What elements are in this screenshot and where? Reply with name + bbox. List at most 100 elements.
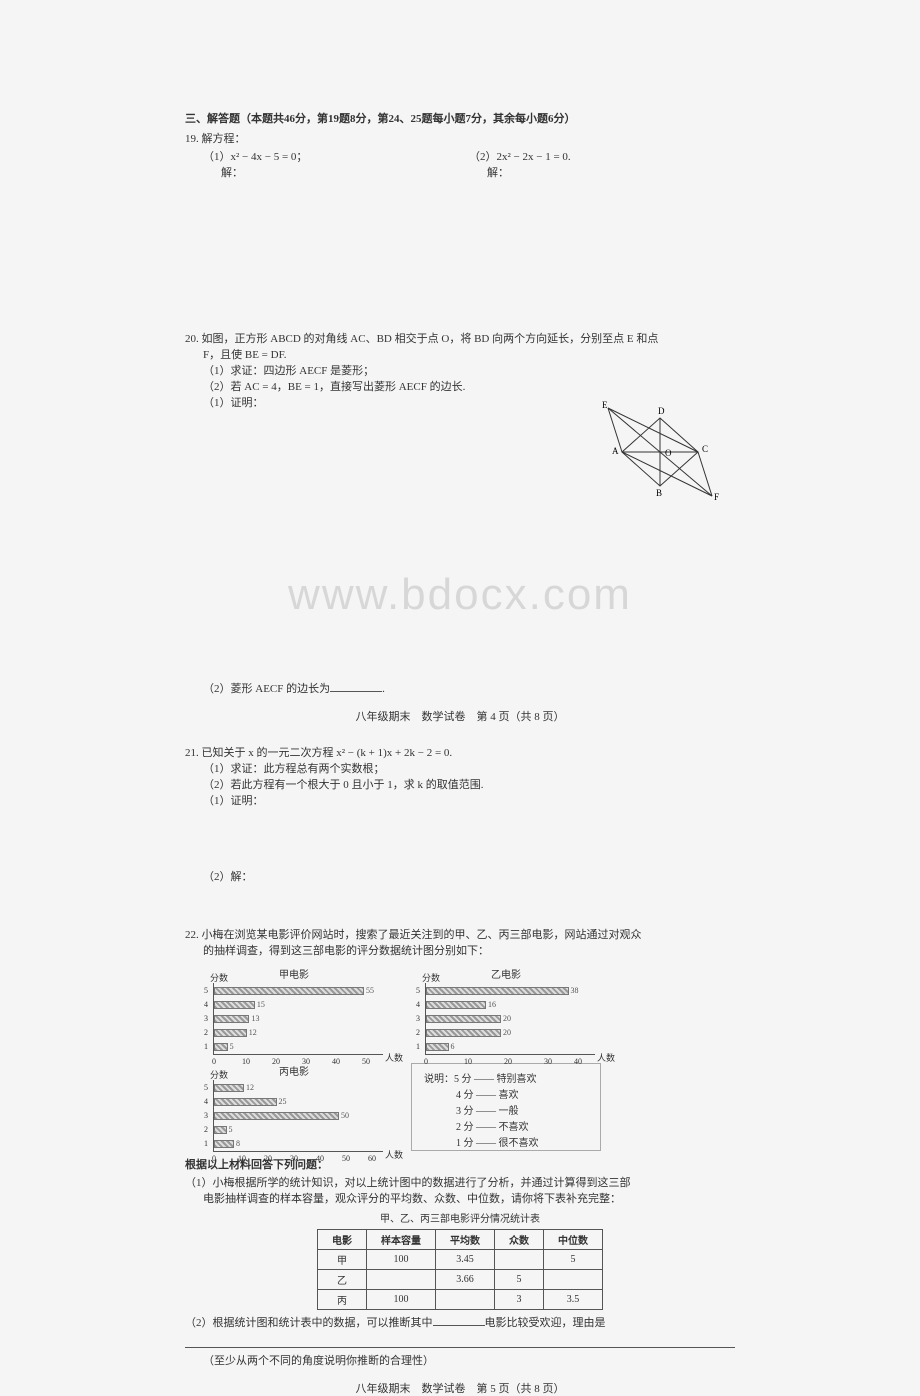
row-yi: 乙 3.66 5	[318, 1270, 603, 1290]
q19-part1: （1）x² − 4x − 5 = 0；	[203, 148, 469, 164]
table-caption: 甲、乙、丙三部电影评分情况统计表	[185, 1210, 735, 1225]
xb2: 20	[504, 1057, 512, 1066]
chart-c-ylabel: 分数	[210, 1068, 228, 1081]
row-jia: 甲 100 3.45 5	[318, 1250, 603, 1270]
bar-2	[426, 1029, 501, 1037]
th-4: 中位数	[544, 1230, 603, 1250]
legend-3: 3 分 —— 一般	[424, 1106, 519, 1117]
chart-a-xlabel: 人数	[385, 1051, 403, 1064]
svg-text:O: O	[665, 448, 672, 458]
xa4: 40	[332, 1057, 340, 1066]
barval-4: 16	[488, 1000, 496, 1009]
question-21: 21. 已知关于 x 的一元二次方程 x² − (k + 1)x + 2k − …	[185, 744, 735, 884]
ytick-5: 5	[416, 986, 420, 995]
q22-part2: （2）根据统计图和统计表中的数据，可以推断其中	[185, 1317, 433, 1329]
c00: 甲	[318, 1250, 367, 1270]
charts-row-2: 丙电影 分数 人数 0 10 20 30 40 50 60 1825350425…	[199, 1063, 735, 1152]
ytick-4: 4	[204, 1000, 208, 1009]
q20-answer2-row: （2）菱形 AECF 的边长为.	[185, 680, 735, 696]
ytick-5: 5	[204, 986, 208, 995]
bar-1	[214, 1043, 228, 1051]
legend-2: 2 分 —— 不喜欢	[424, 1122, 529, 1133]
q22-line2: 的抽样调查，得到这三部电影的评分数据统计图分别如下：	[185, 942, 735, 958]
svg-text:D: D	[658, 406, 665, 416]
q19-part2: （2）2x² − 2x − 1 = 0.	[469, 148, 735, 164]
xc1: 10	[238, 1154, 246, 1163]
barval-4: 25	[279, 1097, 287, 1106]
xc4: 40	[316, 1154, 324, 1163]
ytick-4: 4	[416, 1000, 420, 1009]
q20-figure: E D C O A B F	[585, 394, 735, 510]
q20-line2: F，且使 BE = DF.	[185, 346, 735, 362]
q21-proof: （1）证明：	[185, 792, 735, 808]
c13: 5	[495, 1270, 544, 1290]
xc3: 30	[290, 1154, 298, 1163]
c02: 3.45	[436, 1250, 495, 1270]
q20-proof: （1）证明：	[185, 394, 585, 410]
xa2: 20	[272, 1057, 280, 1066]
question-19: 19. 解方程： （1）x² − 4x − 5 = 0； 解： （2）2x² −…	[185, 130, 735, 180]
barval-5: 55	[366, 986, 374, 995]
question-20: 20. 如图，正方形 ABCD 的对角线 AC、BD 相交于点 O，将 BD 向…	[185, 330, 735, 510]
bar-3	[214, 1112, 339, 1120]
ytick-5: 5	[204, 1083, 208, 1092]
ytick-1: 1	[416, 1042, 420, 1051]
chart-c-xlabel: 人数	[385, 1148, 403, 1161]
svg-text:A: A	[612, 446, 619, 456]
chart-b-canvas: 分数 人数 0 10 20 30 40 16220320416538	[425, 983, 595, 1055]
xa3: 30	[302, 1057, 310, 1066]
blank-aecf	[330, 680, 382, 692]
q22-part1a: （1）小梅根据所学的统计知识，对以上统计图中的数据进行了分析，并通过计算得到这三…	[185, 1174, 735, 1190]
c20: 丙	[318, 1290, 367, 1310]
barval-3: 50	[341, 1111, 349, 1120]
xb3: 30	[544, 1057, 552, 1066]
ytick-3: 3	[204, 1014, 208, 1023]
th-0: 电影	[318, 1230, 367, 1250]
ytick-1: 1	[204, 1042, 208, 1051]
chart-b-ylabel: 分数	[422, 971, 440, 984]
chart-a-canvas: 分数 人数 0 10 20 30 40 50 15212313415555	[213, 983, 383, 1055]
svg-text:C: C	[702, 444, 708, 454]
c14	[544, 1270, 603, 1290]
bar-5	[214, 987, 364, 995]
legend-5: 5 分 —— 特别喜欢	[454, 1074, 537, 1085]
svg-text:E: E	[602, 400, 608, 410]
c11	[367, 1270, 436, 1290]
q20-part2: （2）若 AC = 4，BE = 1，直接写出菱形 AECF 的边长.	[185, 378, 735, 394]
barval-2: 20	[503, 1028, 511, 1037]
c10: 乙	[318, 1270, 367, 1290]
chart-b: 乙电影 分数 人数 0 10 20 30 40 16220320416538	[411, 966, 601, 1055]
q19-sol2: 解：	[469, 164, 735, 180]
chart-b-xlabel: 人数	[597, 1051, 615, 1064]
xc2: 20	[264, 1154, 272, 1163]
stats-head: 电影 样本容量 平均数 众数 中位数	[318, 1230, 603, 1250]
bar-3	[426, 1015, 501, 1023]
barval-5: 38	[571, 986, 579, 995]
chart-a: 甲电影 分数 人数 0 10 20 30 40 50 1521231341555…	[199, 966, 389, 1055]
legend: 说明：5 分 —— 特别喜欢 4 分 —— 喜欢 3 分 —— 一般 2 分 —…	[411, 1063, 601, 1151]
c21: 100	[367, 1290, 436, 1310]
ytick-1: 1	[204, 1139, 208, 1148]
bar-5	[214, 1084, 244, 1092]
xc0: 0	[212, 1154, 216, 1163]
bar-1	[426, 1043, 449, 1051]
chart-c-canvas: 分数 人数 0 10 20 30 40 50 60 1825350425512	[213, 1080, 383, 1152]
charts-row-1: 甲电影 分数 人数 0 10 20 30 40 50 1521231341555…	[199, 966, 735, 1055]
xb1: 10	[464, 1057, 472, 1066]
xc6: 60	[368, 1154, 376, 1163]
bar-3	[214, 1015, 249, 1023]
c24: 3.5	[544, 1290, 603, 1310]
bar-2	[214, 1126, 227, 1134]
q21-part2: （2）若此方程有一个根大于 0 且小于 1，求 k 的取值范围.	[185, 776, 735, 792]
barval-1: 8	[236, 1139, 240, 1148]
barval-5: 12	[246, 1083, 254, 1092]
legend-head: 说明：	[424, 1074, 454, 1085]
c23: 3	[495, 1290, 544, 1310]
xc5: 50	[342, 1154, 350, 1163]
th-3: 众数	[495, 1230, 544, 1250]
bar-2	[214, 1029, 247, 1037]
legend-4: 4 分 —— 喜欢	[424, 1090, 519, 1101]
bar-4	[214, 1098, 277, 1106]
ytick-2: 2	[204, 1125, 208, 1134]
c01: 100	[367, 1250, 436, 1270]
